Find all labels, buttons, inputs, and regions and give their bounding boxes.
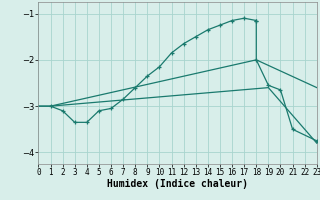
X-axis label: Humidex (Indice chaleur): Humidex (Indice chaleur) bbox=[107, 179, 248, 189]
